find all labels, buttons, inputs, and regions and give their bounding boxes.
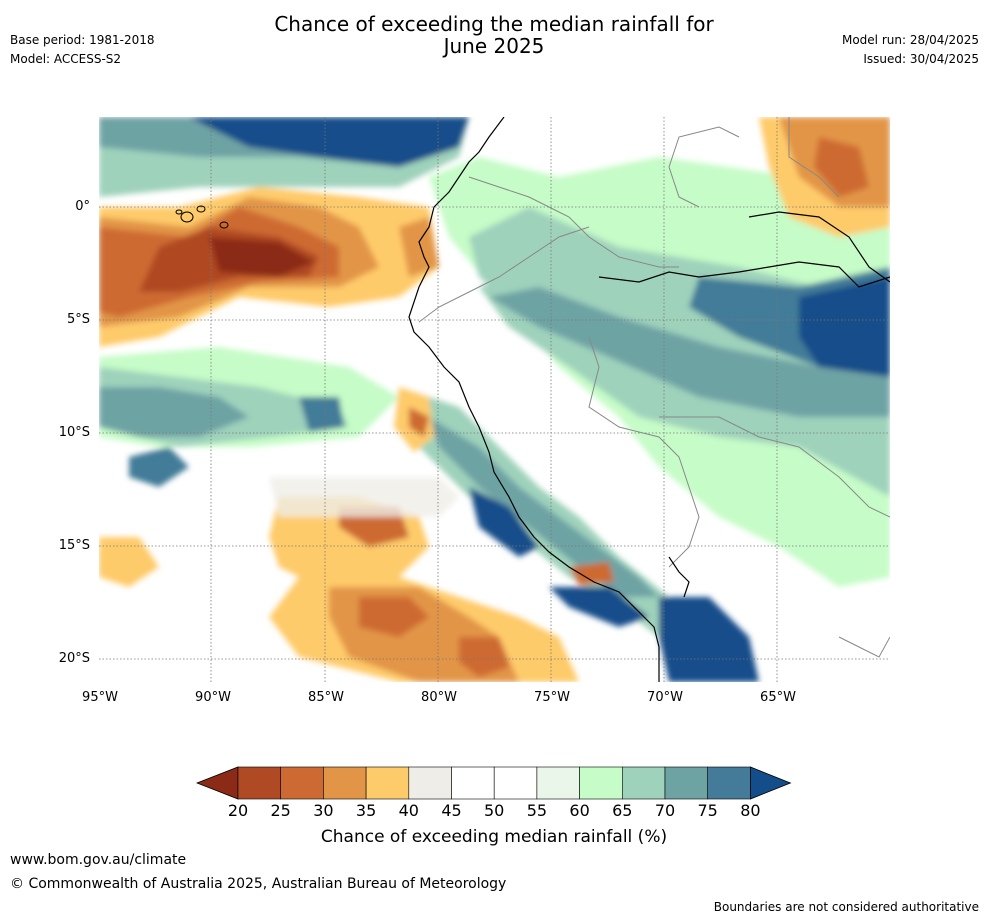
colorbar-cell (579, 766, 623, 800)
lat-tick-5s: 5°S (66, 312, 90, 327)
lon-tick-75w: 75°W (534, 690, 570, 705)
colorbar-tick-label: 80 (740, 801, 761, 820)
colorbar-tick-label: 25 (270, 801, 291, 820)
colorbar-tick-label: 75 (697, 801, 718, 820)
footer-disclaimer: Boundaries are not considered authoritat… (713, 900, 979, 914)
colorbar-tick-label: 30 (313, 801, 334, 820)
lon-tick-70w: 70°W (647, 690, 683, 705)
model-name: Model: ACCESS-S2 (10, 52, 122, 66)
colorbar-cell (707, 766, 751, 800)
colorbar-tick-label: 55 (526, 801, 548, 820)
colorbar (196, 766, 792, 800)
coastline (408, 117, 890, 682)
colorbar-cell (664, 766, 709, 800)
base-period: Base period: 1981-2018 (10, 33, 155, 47)
colorbar-cell (280, 766, 324, 800)
galapagos-islands (175, 205, 229, 229)
graticule (99, 117, 890, 682)
map-title-line1: Chance of exceeding the median rainfall … (274, 12, 714, 36)
model-run-date: Model run: 28/04/2025 (841, 33, 979, 47)
colorbar-tick-label: 50 (484, 801, 505, 820)
lon-tick-80w: 80°W (421, 690, 457, 705)
lat-tick-10s: 10°S (58, 425, 90, 440)
colorbar-cell (237, 766, 282, 800)
colorbar-cell (621, 766, 666, 800)
issued-date: Issued: 30/04/2025 (863, 52, 979, 66)
colorbar-cell (536, 766, 580, 800)
footer-copyright: © Commonwealth of Australia 2025, Austra… (10, 876, 507, 892)
lon-tick-90w: 90°W (195, 690, 231, 705)
lat-tick-20s: 20°S (58, 651, 90, 666)
colorbar-tick-label: 20 (227, 801, 249, 820)
footer-url[interactable]: www.bom.gov.au/climate (10, 852, 187, 868)
map-title-line2: June 2025 (443, 34, 545, 58)
colorbar-cell (365, 766, 410, 800)
lat-tick-0: 0° (75, 199, 90, 214)
colorbar-cell (493, 766, 538, 800)
colorbar-tick-label: 60 (569, 801, 590, 820)
lon-tick-95w: 95°W (82, 690, 118, 705)
map-title: Chance of exceeding the median rainfall … (0, 13, 988, 57)
country-borders (418, 117, 890, 658)
colorbar-extend-low (196, 766, 239, 800)
colorbar-cell (323, 766, 367, 800)
colorbar-cell (408, 766, 452, 800)
colorbar-cell (451, 766, 495, 800)
colorbar-tick-label: 70 (654, 801, 676, 820)
rainfall-probability-field (99, 117, 890, 682)
colorbar-tick-label: 45 (441, 801, 462, 820)
colorbar-label: Chance of exceeding median rainfall (%) (320, 827, 668, 847)
colorbar-tick-label: 40 (398, 801, 419, 820)
lon-tick-65w: 65°W (760, 690, 796, 705)
colorbar-tick-label: 65 (612, 801, 633, 820)
colorbar-extend-high (750, 766, 792, 800)
lat-tick-15s: 15°S (58, 538, 90, 553)
rainfall-map (99, 117, 890, 682)
lon-tick-85w: 85°W (308, 690, 344, 705)
colorbar-tick-label: 35 (355, 801, 377, 820)
